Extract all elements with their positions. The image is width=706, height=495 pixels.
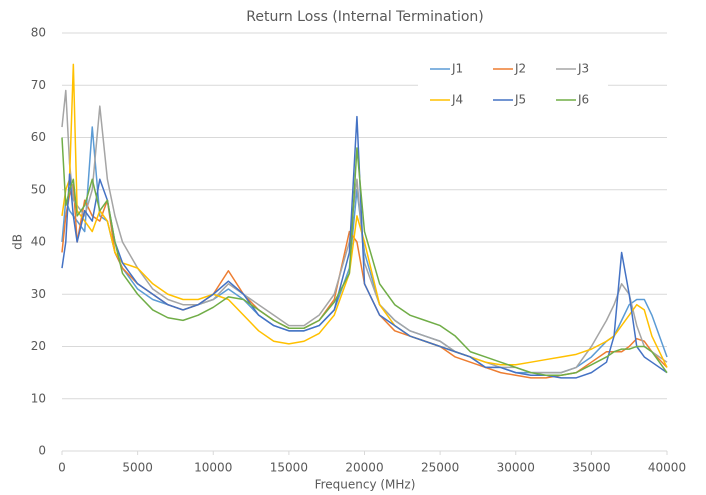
legend-label: J1 xyxy=(451,62,463,76)
legend-label: J6 xyxy=(577,93,589,107)
x-tick-label: 30000 xyxy=(497,461,535,475)
legend-label: J2 xyxy=(514,62,526,76)
series-line xyxy=(61,126,668,374)
legend-label: J5 xyxy=(514,93,526,107)
y-tick-label: 40 xyxy=(31,235,46,249)
y-axis-label: dB xyxy=(11,234,25,250)
x-axis-label: Frequency (MHz) xyxy=(315,478,416,492)
x-tick-label: 5000 xyxy=(122,461,153,475)
y-tick-label: 50 xyxy=(31,182,46,196)
series-line xyxy=(61,137,668,376)
y-tick-label: 60 xyxy=(31,130,46,144)
legend-box xyxy=(418,53,608,115)
y-tick-label: 10 xyxy=(31,391,46,405)
y-tick-label: 70 xyxy=(31,78,46,92)
legend-label: J4 xyxy=(451,93,463,107)
y-tick-label: 30 xyxy=(31,287,46,301)
legend-label: J3 xyxy=(577,62,589,76)
y-tick-label: 20 xyxy=(31,339,46,353)
x-tick-label: 10000 xyxy=(194,461,232,475)
x-tick-label: 15000 xyxy=(270,461,308,475)
x-tick-label: 0 xyxy=(58,461,66,475)
y-tick-label: 0 xyxy=(38,444,46,458)
x-tick-label: 25000 xyxy=(421,461,459,475)
x-tick-label: 20000 xyxy=(345,461,383,475)
x-tick-label: 40000 xyxy=(648,461,686,475)
x-tick-label: 35000 xyxy=(572,461,610,475)
y-tick-label: 80 xyxy=(31,26,46,40)
chart-title: Return Loss (Internal Termination) xyxy=(246,9,484,25)
